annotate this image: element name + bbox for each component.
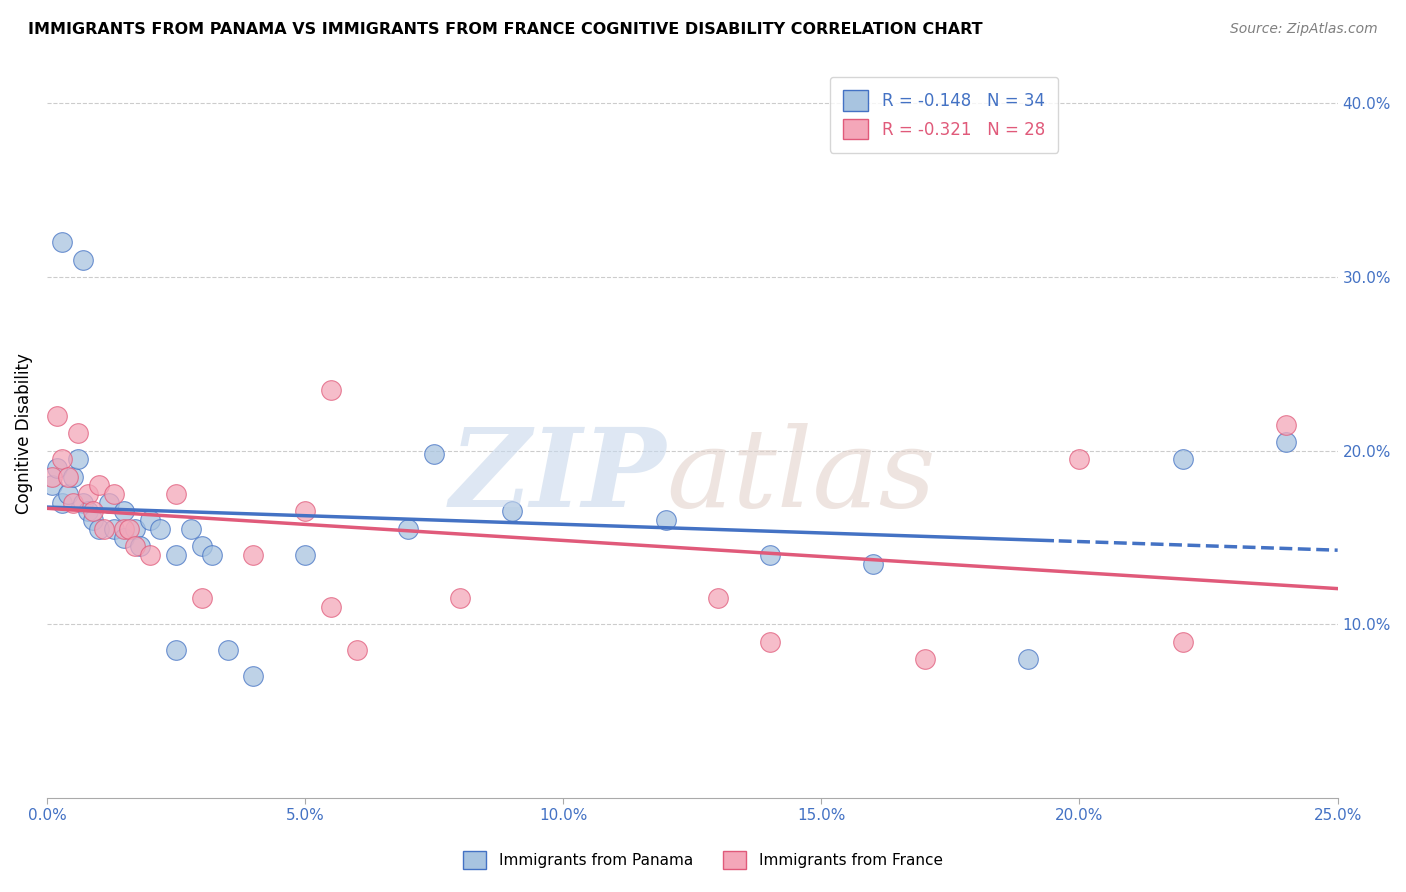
Point — [449, 591, 471, 606]
Point — [501, 504, 523, 518]
Point — [1017, 652, 1039, 666]
Point — [139, 548, 162, 562]
Point — [87, 478, 110, 492]
Point — [319, 599, 342, 614]
Point — [165, 487, 187, 501]
Point — [77, 504, 100, 518]
Y-axis label: Cognitive Disability: Cognitive Disability — [15, 353, 32, 514]
Point — [862, 557, 884, 571]
Point — [191, 539, 214, 553]
Point — [242, 669, 264, 683]
Text: atlas: atlas — [666, 424, 936, 531]
Point — [97, 496, 120, 510]
Point — [124, 522, 146, 536]
Point — [62, 469, 84, 483]
Point — [758, 634, 780, 648]
Point — [103, 522, 125, 536]
Point — [914, 652, 936, 666]
Point — [1171, 452, 1194, 467]
Legend: Immigrants from Panama, Immigrants from France: Immigrants from Panama, Immigrants from … — [457, 845, 949, 875]
Point — [396, 522, 419, 536]
Point — [1275, 417, 1298, 432]
Point — [72, 252, 94, 267]
Point — [346, 643, 368, 657]
Point — [66, 452, 89, 467]
Point — [46, 461, 69, 475]
Point — [51, 452, 73, 467]
Point — [707, 591, 730, 606]
Point — [112, 522, 135, 536]
Point — [294, 548, 316, 562]
Point — [62, 496, 84, 510]
Point — [128, 539, 150, 553]
Point — [1069, 452, 1091, 467]
Point — [423, 447, 446, 461]
Point — [165, 548, 187, 562]
Point — [41, 469, 63, 483]
Point — [93, 522, 115, 536]
Point — [124, 539, 146, 553]
Point — [139, 513, 162, 527]
Point — [51, 496, 73, 510]
Text: ZIP: ZIP — [450, 424, 666, 531]
Legend: R = -0.148   N = 34, R = -0.321   N = 28: R = -0.148 N = 34, R = -0.321 N = 28 — [830, 77, 1059, 153]
Text: Source: ZipAtlas.com: Source: ZipAtlas.com — [1230, 22, 1378, 37]
Point — [294, 504, 316, 518]
Point — [217, 643, 239, 657]
Point — [655, 513, 678, 527]
Point — [51, 235, 73, 250]
Point — [319, 383, 342, 397]
Point — [41, 478, 63, 492]
Text: IMMIGRANTS FROM PANAMA VS IMMIGRANTS FROM FRANCE COGNITIVE DISABILITY CORRELATIO: IMMIGRANTS FROM PANAMA VS IMMIGRANTS FRO… — [28, 22, 983, 37]
Point — [112, 504, 135, 518]
Point — [82, 513, 104, 527]
Point — [87, 522, 110, 536]
Point — [66, 426, 89, 441]
Point — [56, 487, 79, 501]
Point — [1171, 634, 1194, 648]
Point — [1275, 434, 1298, 449]
Point — [165, 643, 187, 657]
Point — [112, 531, 135, 545]
Point — [46, 409, 69, 423]
Point — [201, 548, 224, 562]
Point — [191, 591, 214, 606]
Point — [103, 487, 125, 501]
Point — [758, 548, 780, 562]
Point — [180, 522, 202, 536]
Point — [118, 522, 141, 536]
Point — [242, 548, 264, 562]
Point — [56, 469, 79, 483]
Point — [149, 522, 172, 536]
Point — [72, 496, 94, 510]
Point — [77, 487, 100, 501]
Point — [82, 504, 104, 518]
